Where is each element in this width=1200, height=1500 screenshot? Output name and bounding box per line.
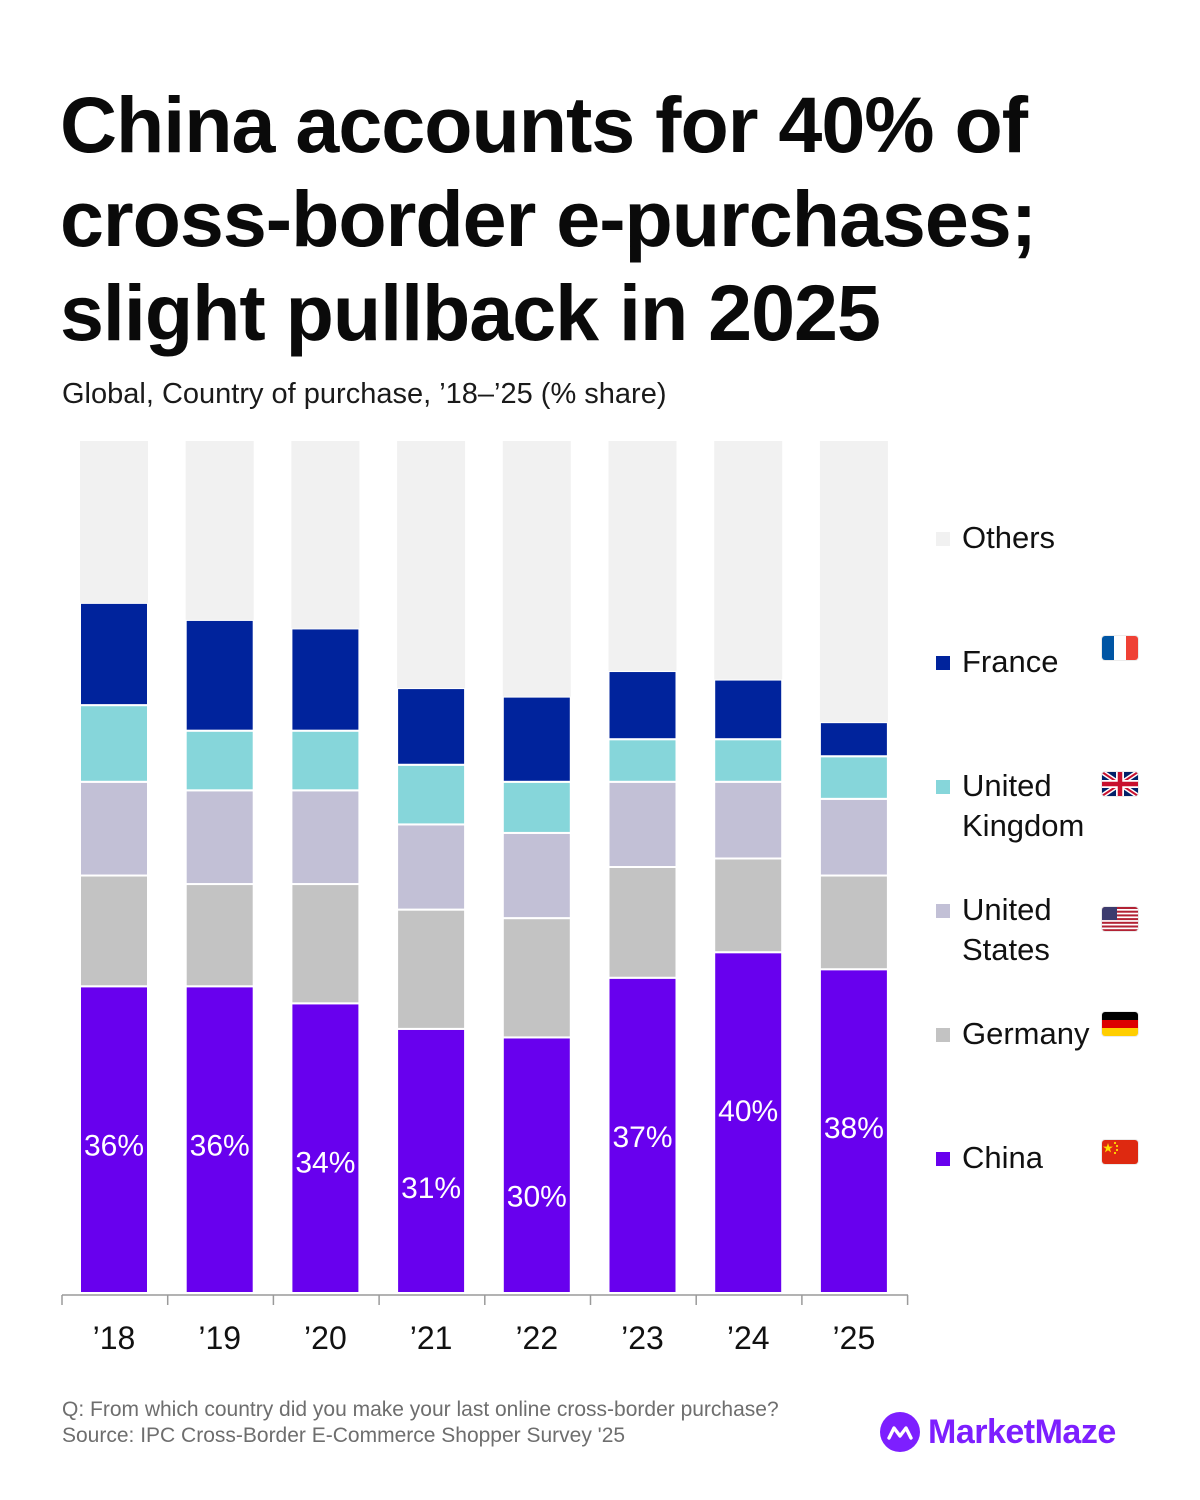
data-label-china-7: 38% <box>824 1112 884 1145</box>
bar-segment-france-4 <box>501 695 572 783</box>
bar-segment-china-0 <box>79 985 149 1295</box>
bar-segment-united-states-4 <box>501 831 572 920</box>
bar-segment-united-states-3 <box>396 823 467 911</box>
bar-segment-france-5 <box>607 670 678 741</box>
bar-segment-united-states-5 <box>607 780 678 868</box>
bar-segment-others-7 <box>819 441 888 723</box>
bar-segment-united-kingdom-7 <box>818 755 889 800</box>
legend-swatch-us <box>936 904 950 918</box>
bar-segment-germany-7 <box>818 874 889 971</box>
bar-segment-others-2 <box>291 441 360 629</box>
france-flag-icon <box>1102 636 1138 660</box>
data-label-china-6: 40% <box>718 1095 778 1128</box>
bar-segment-france-0 <box>79 601 149 707</box>
bar-segment-united-kingdom-3 <box>396 763 467 826</box>
title-line-3: slight pullback in 2025 <box>60 268 881 357</box>
chart-subtitle: Global, Country of purchase, ’18–’25 (% … <box>62 378 667 410</box>
page-title: China accounts for 40% of cross-border e… <box>60 78 1160 360</box>
data-label-china-5: 37% <box>612 1121 672 1154</box>
bar-segment-germany-4 <box>501 917 572 1039</box>
bar-segment-china-1 <box>184 985 255 1295</box>
legend-swatch-china <box>936 1152 950 1166</box>
data-label-china-4: 30% <box>507 1180 567 1213</box>
data-label-china-3: 31% <box>401 1172 461 1205</box>
brand-mark: MarketMaze <box>880 1412 1116 1452</box>
title-line-1: China accounts for 40% of <box>60 80 1028 169</box>
bar-segment-others-6 <box>714 441 783 680</box>
uk-flag-icon <box>1102 772 1138 796</box>
bar-segment-germany-5 <box>607 866 678 979</box>
bar-segment-germany-3 <box>396 908 467 1030</box>
bar-segment-others-0 <box>80 441 148 603</box>
bar-segment-china-4 <box>501 1036 572 1295</box>
bar-segment-others-5 <box>608 441 677 672</box>
marketmaze-logo-icon <box>880 1412 920 1452</box>
data-label-china-2: 34% <box>295 1146 355 1179</box>
bar-segment-united-kingdom-0 <box>79 704 149 783</box>
legend-label-others: Others <box>962 520 1056 555</box>
survey-question: Q: From which country did you make your … <box>62 1398 779 1421</box>
germany-flag-icon <box>1102 1012 1138 1036</box>
legend-swatch-germany <box>936 1028 950 1042</box>
x-tick-label-0: ’18 <box>93 1320 136 1356</box>
bar-segment-germany-0 <box>79 874 149 988</box>
chart-footnote: Q: From which country did you make your … <box>62 1397 779 1449</box>
bar-segment-united-kingdom-4 <box>501 780 572 834</box>
bar-segment-united-kingdom-1 <box>184 729 255 792</box>
brand-name: MarketMaze <box>928 1412 1116 1451</box>
us-flag-icon <box>1102 907 1138 931</box>
bar-segment-united-states-7 <box>818 797 889 877</box>
legend-swatch-france <box>936 656 950 670</box>
legend-label-us: United States <box>962 892 1052 967</box>
legend-swatch-others <box>936 532 950 546</box>
bar-segment-france-3 <box>396 687 467 766</box>
bar-segment-united-states-2 <box>290 789 361 886</box>
bar-segment-france-6 <box>713 678 784 741</box>
bar-segment-china-7 <box>818 968 889 1294</box>
x-tick-label-3: ’21 <box>410 1320 453 1356</box>
data-label-china-1: 36% <box>190 1129 250 1162</box>
x-tick-label-5: ’23 <box>621 1320 664 1356</box>
legend-swatch-uk <box>936 780 950 794</box>
bar-segment-united-kingdom-5 <box>607 738 678 783</box>
x-tick-label-1: ’19 <box>198 1320 241 1356</box>
bar-segment-united-kingdom-6 <box>713 738 784 783</box>
title-line-2: cross-border e-purchases; <box>60 174 1037 263</box>
bar-segment-china-2 <box>290 1002 361 1294</box>
bar-segment-united-states-0 <box>79 780 149 877</box>
x-tick-label-7: ’25 <box>833 1320 876 1356</box>
legend-label-china: China <box>962 1140 1043 1175</box>
legend-label-uk: United Kingdom <box>962 768 1085 843</box>
x-tick-label-2: ’20 <box>304 1320 347 1356</box>
bar-segment-others-1 <box>185 441 254 620</box>
bar-segment-united-states-1 <box>184 789 255 886</box>
bar-segment-others-3 <box>397 441 466 689</box>
bar-segment-france-1 <box>184 618 255 732</box>
bar-segment-united-kingdom-2 <box>290 729 361 792</box>
data-label-china-0: 36% <box>84 1129 144 1162</box>
china-flag-icon <box>1102 1140 1138 1164</box>
bar-segment-others-4 <box>502 441 571 697</box>
source-note: Source: IPC Cross-Border E-Commerce Shop… <box>62 1424 626 1447</box>
x-tick-label-4: ’22 <box>515 1320 558 1356</box>
bar-segment-germany-2 <box>290 883 361 1005</box>
bar-segment-germany-6 <box>713 857 784 954</box>
bar-segment-united-states-6 <box>713 780 784 860</box>
bar-segment-china-3 <box>396 1027 467 1294</box>
legend-label-germany: Germany <box>962 1016 1090 1051</box>
legend-label-france: France <box>962 644 1059 679</box>
bar-segment-china-6 <box>713 951 784 1294</box>
bar-segment-france-2 <box>290 627 361 732</box>
x-tick-label-6: ’24 <box>727 1320 770 1356</box>
bar-segment-france-7 <box>818 721 889 758</box>
bar-segment-germany-1 <box>184 883 255 988</box>
